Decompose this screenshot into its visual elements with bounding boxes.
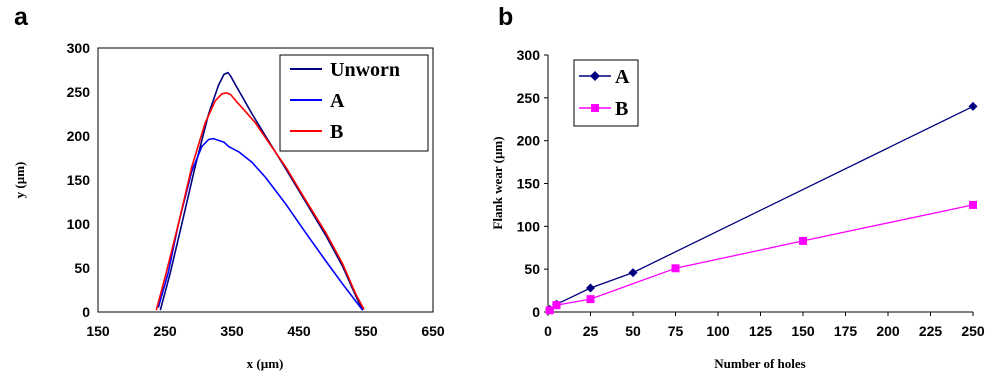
y-tick-label: 200 — [67, 128, 91, 144]
data-point-diamond — [586, 283, 595, 293]
y-tick-label: 0 — [532, 304, 540, 320]
y-tick-label: 100 — [67, 216, 91, 232]
plot-area-a — [97, 47, 434, 313]
panel-label-a: a — [14, 3, 29, 31]
y-tick-label: 300 — [67, 40, 91, 56]
data-point-square — [969, 200, 977, 209]
legend-label-b-a: A — [615, 66, 630, 88]
y-tick-label: 100 — [517, 218, 541, 234]
x-tick-label: 450 — [287, 323, 311, 339]
data-point-diamond — [628, 268, 638, 278]
legend-box-a — [279, 54, 429, 152]
series-line-a — [157, 137, 364, 311]
x-axis-ticks-b: 0 25 50 75 100 125 150 175 200 225 250 — [544, 312, 985, 339]
y-tick-label: 50 — [524, 261, 540, 277]
data-point-square — [799, 236, 807, 245]
y-tick-label: 300 — [517, 47, 541, 63]
x-tick-label: 0 — [544, 323, 552, 339]
x-tick-label: 550 — [354, 323, 378, 339]
series-line-a — [549, 105, 974, 310]
x-tick-label: 150 — [791, 323, 815, 339]
series-line-b — [155, 92, 365, 311]
legend-box-b — [573, 59, 639, 127]
legend-label-b-series: B — [330, 121, 343, 143]
panel-label-b: b — [498, 3, 513, 31]
data-point-square — [671, 264, 680, 273]
legend-label-b-b: B — [615, 98, 628, 120]
x-tick-label: 75 — [668, 323, 684, 339]
y-tick-label: 150 — [517, 176, 541, 192]
legend-label-unworn: Unworn — [330, 59, 400, 81]
y-tick-label: 250 — [67, 84, 91, 100]
legend-a: Unworn A B — [279, 54, 429, 152]
y-tick-label: 50 — [74, 260, 90, 276]
data-point-square — [545, 306, 554, 315]
x-tick-label: 350 — [220, 323, 244, 339]
x-tick-label: 50 — [625, 323, 641, 339]
series-line-unworn — [159, 71, 364, 311]
legend-b: A B — [573, 59, 639, 127]
series-group-b — [545, 101, 978, 315]
y-tick-label: 200 — [517, 133, 541, 149]
y-axis-ticks-a: 0 50 100 150 200 250 300 — [67, 40, 91, 320]
x-tick-label: 200 — [876, 323, 900, 339]
y-axis-title-b: Flank wear (µm) — [490, 136, 505, 229]
x-axis-ticks-a: 150 250 350 450 550 650 — [86, 323, 445, 339]
x-axis-title-a: x (µm) — [247, 356, 284, 371]
x-tick-label: 650 — [421, 323, 445, 339]
y-axis-title-a: y (µm) — [12, 162, 27, 199]
x-axis-title-b: Number of holes — [714, 356, 805, 371]
x-tick-label: 250 — [153, 323, 177, 339]
series-group-a — [155, 71, 365, 311]
y-tick-label: 250 — [517, 90, 541, 106]
series-line-b — [549, 204, 974, 311]
data-point-square — [552, 301, 561, 310]
data-point-diamond — [968, 101, 978, 111]
y-tick-label: 150 — [67, 172, 91, 188]
x-tick-label: 175 — [834, 323, 858, 339]
legend-label-a-series: A — [330, 90, 345, 112]
x-tick-label: 150 — [86, 323, 110, 339]
y-axis-ticks-b: 0 50 100 150 200 250 300 — [517, 47, 548, 320]
x-tick-label: 225 — [919, 323, 943, 339]
x-tick-label: 100 — [706, 323, 730, 339]
chart-b: b 0 50 100 150 200 250 300 0 25 50 75 100 125 150 175… — [490, 3, 985, 371]
data-point-square — [586, 295, 595, 304]
legend-marker-diamond — [590, 71, 600, 81]
x-tick-label: 25 — [583, 323, 599, 339]
y-tick-label: 0 — [82, 304, 90, 320]
x-tick-label: 250 — [961, 323, 985, 339]
x-tick-label: 125 — [749, 323, 773, 339]
legend-marker-square — [591, 104, 599, 112]
